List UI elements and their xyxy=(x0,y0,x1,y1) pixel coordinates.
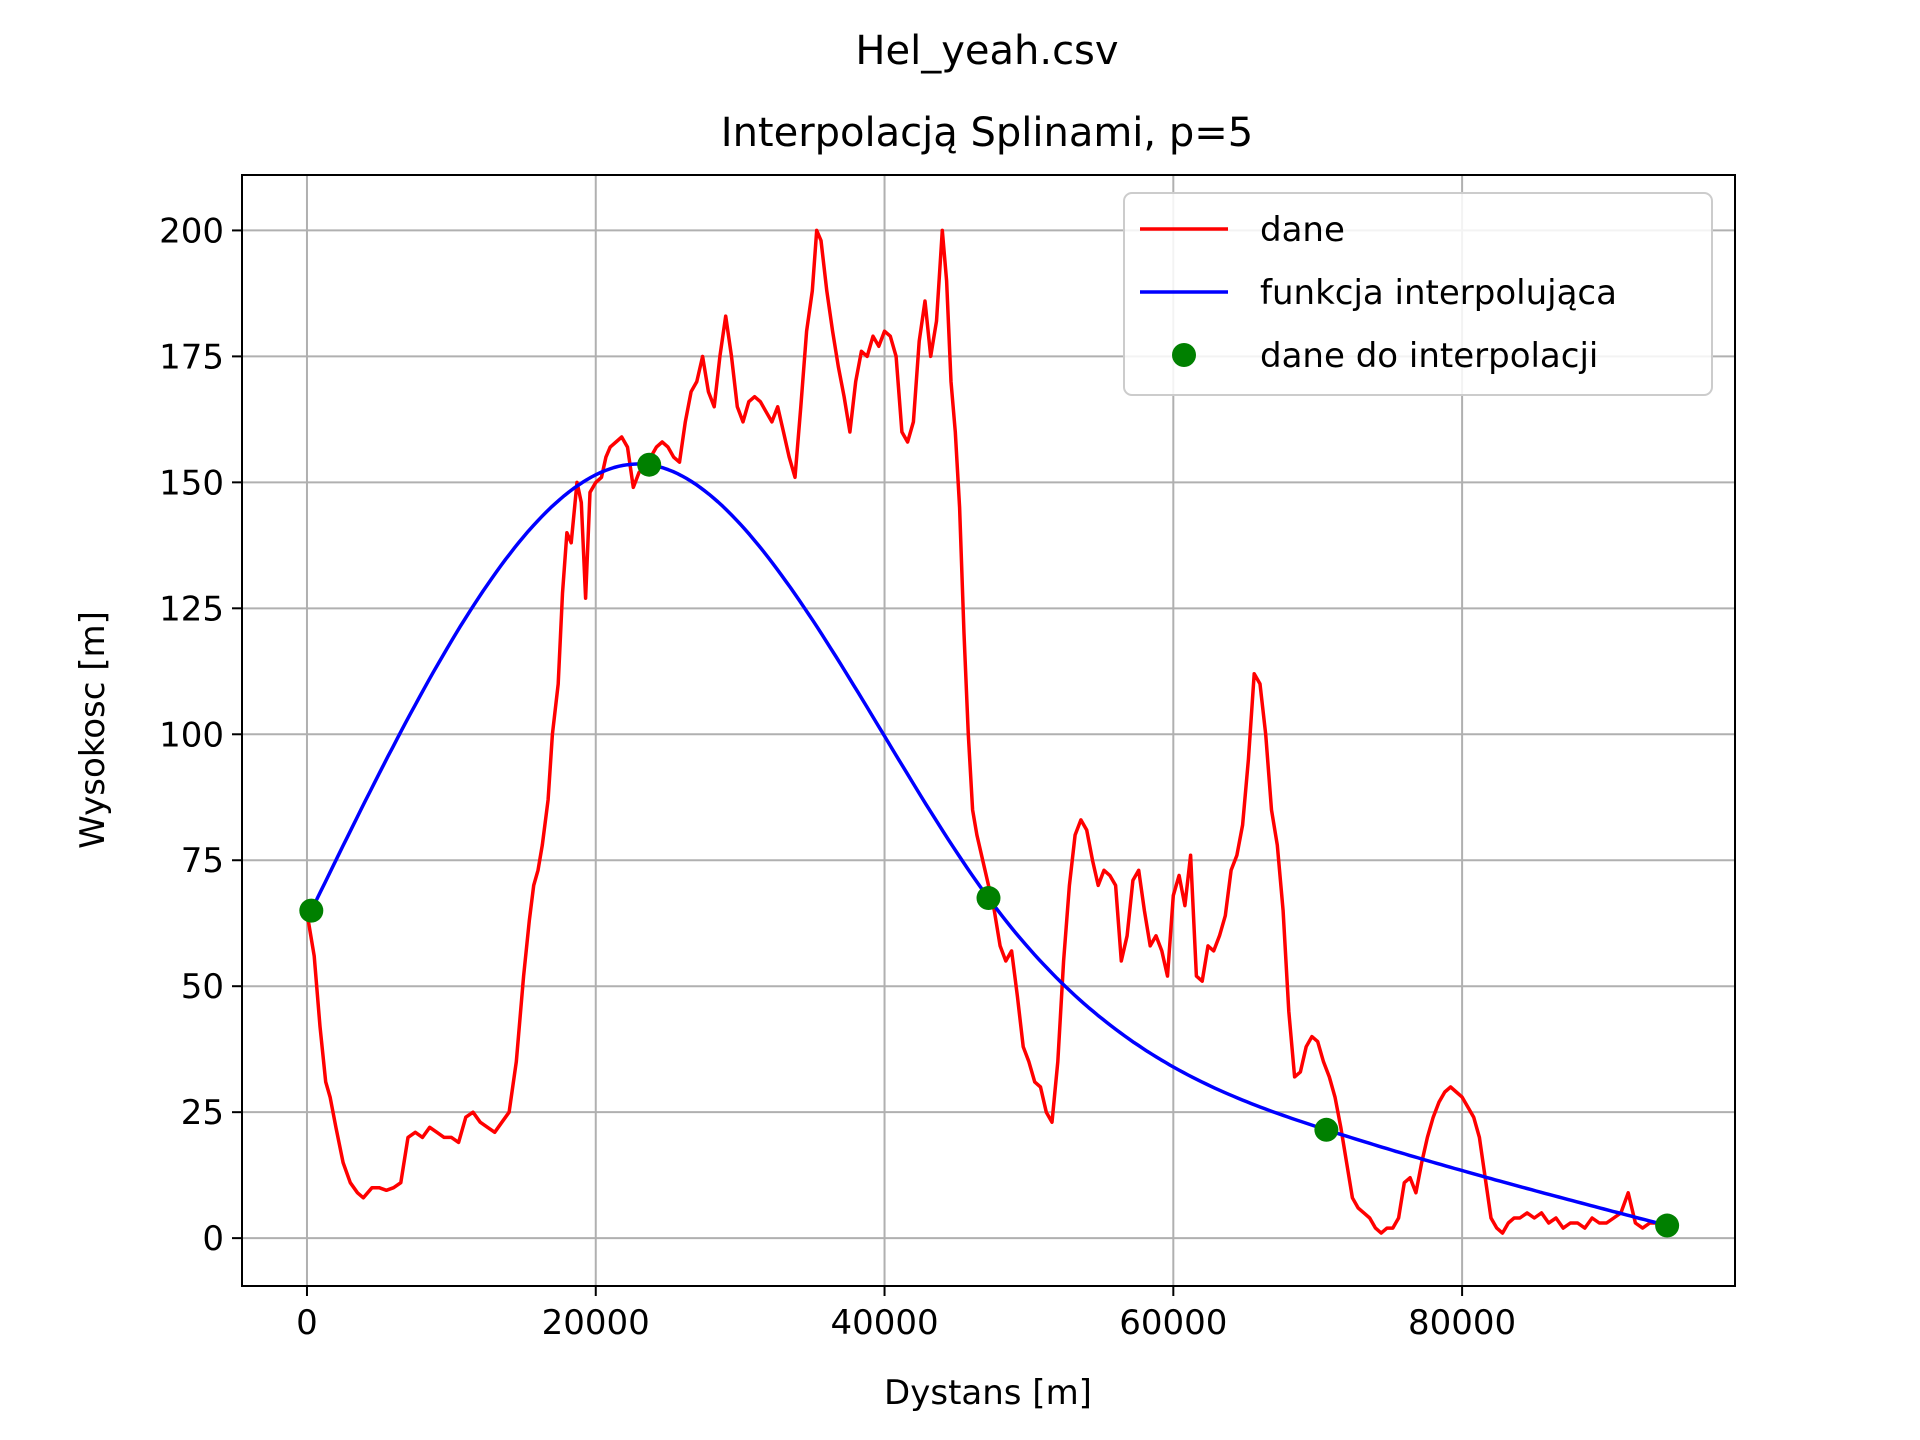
grid xyxy=(242,175,1735,1286)
chart-title: Interpolacją Splinami, p=5 xyxy=(721,110,1253,156)
chart-suptitle: Hel_yeah.csv xyxy=(855,28,1118,74)
legend-label-interpolation: funkcja interpolująca xyxy=(1260,273,1617,313)
y-tick-label: 125 xyxy=(159,589,224,629)
x-tick-label: 60000 xyxy=(1119,1303,1227,1343)
y-tick-label: 75 xyxy=(181,841,224,881)
axes-ticks: 0 20000 40000 60000 80000 0 25 50 75 100 125 150 175… xyxy=(159,211,1516,1343)
legend-box xyxy=(1123,192,1713,396)
x-tick-label: 0 xyxy=(296,1303,318,1343)
y-tick-label: 50 xyxy=(181,967,224,1007)
data-point-marker xyxy=(976,886,1001,911)
x-tick-label: 40000 xyxy=(830,1303,938,1343)
legend-label-points: dane do interpolacji xyxy=(1260,336,1598,376)
data-point-marker xyxy=(637,452,662,477)
y-tick-label: 150 xyxy=(159,463,224,503)
plot-area xyxy=(299,228,1680,1238)
x-tick-label: 80000 xyxy=(1408,1303,1516,1343)
data-point-marker xyxy=(299,898,324,923)
data-point-marker xyxy=(1655,1213,1680,1238)
y-tick-label: 25 xyxy=(181,1093,224,1133)
x-axis-label: Dystans [m] xyxy=(884,1373,1092,1413)
y-tick-label: 100 xyxy=(159,715,224,755)
legend-label-dane: dane xyxy=(1260,210,1345,250)
axes-frame xyxy=(241,174,1736,1287)
x-tick-label: 20000 xyxy=(542,1303,650,1343)
legend-swatch-points xyxy=(1172,343,1196,367)
y-tick-label: 175 xyxy=(159,337,224,377)
series-line-0 xyxy=(305,228,1665,1235)
y-axis-label: Wysokosc [m] xyxy=(73,611,113,849)
y-tick-label: 0 xyxy=(202,1219,224,1259)
data-point-marker xyxy=(1314,1117,1339,1142)
legend: dane funkcja interpolująca dane do inter… xyxy=(1123,192,1713,396)
y-tick-label: 200 xyxy=(159,211,224,251)
